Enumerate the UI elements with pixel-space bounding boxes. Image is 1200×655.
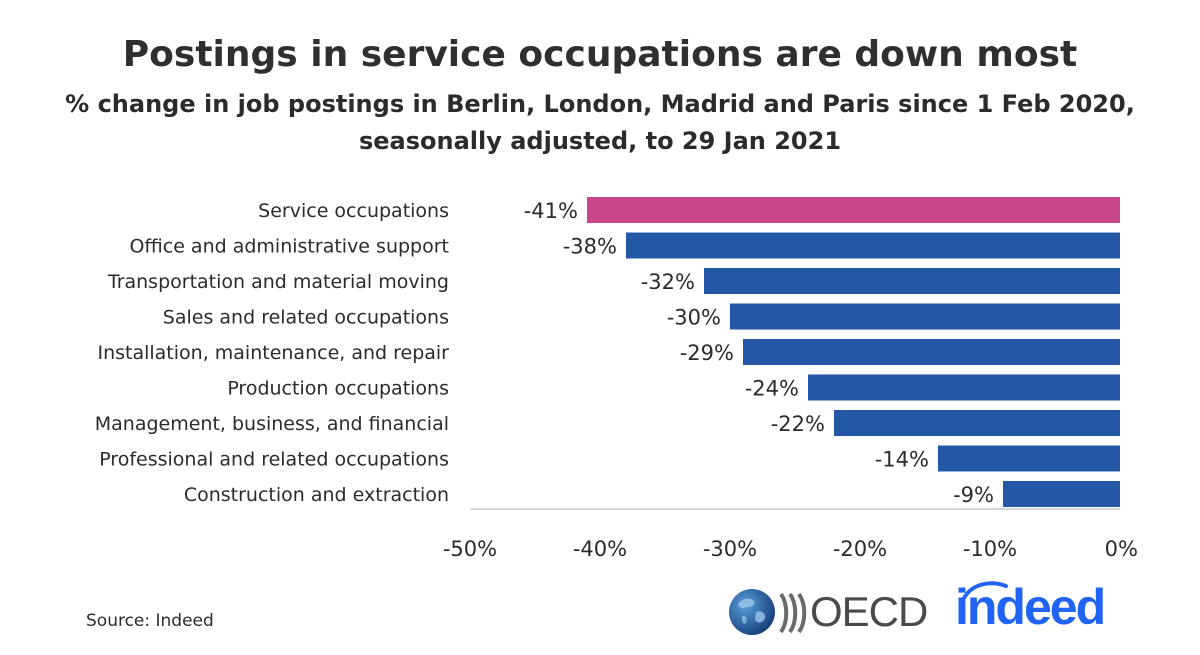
oecd-logo: OECD <box>728 586 933 638</box>
data-label: -38% <box>563 235 617 259</box>
x-tick-label: -50% <box>443 537 497 561</box>
category-label: Service occupations <box>258 200 449 222</box>
oecd-chevron-icon <box>779 592 807 634</box>
source-note: Source: Indeed <box>86 611 214 631</box>
x-tick-label: -20% <box>833 537 887 561</box>
oecd-globe-icon <box>729 589 775 635</box>
data-label: -29% <box>680 341 734 365</box>
bar-chart: Service occupations -41% Office and admini… <box>95 197 1138 561</box>
category-label: Management, business, and financial <box>95 413 449 435</box>
bar <box>834 410 1120 436</box>
bar <box>587 197 1120 223</box>
indeed-logo: indeed <box>955 579 1106 635</box>
x-tick-label: -30% <box>703 537 757 561</box>
chart-subtitle-line-1: % change in job postings in Berlin, Lond… <box>65 90 1135 118</box>
x-tick-label: -10% <box>963 537 1017 561</box>
category-label: Production occupations <box>227 378 449 400</box>
bar <box>730 303 1120 330</box>
bar <box>1003 481 1120 507</box>
x-tick-label: -40% <box>573 537 627 561</box>
data-label: -24% <box>745 377 799 401</box>
data-label: -14% <box>875 448 929 472</box>
bar <box>743 339 1120 365</box>
data-label: -9% <box>953 483 994 507</box>
bar <box>626 232 1120 259</box>
indeed-arc-icon <box>962 581 1008 600</box>
category-label: Sales and related occupations <box>163 307 449 329</box>
category-label: Transportation and material moving <box>107 271 449 293</box>
bar <box>808 374 1120 401</box>
bar <box>704 268 1120 294</box>
oecd-wordmark: OECD <box>810 588 928 635</box>
bar <box>938 445 1120 472</box>
data-label: -22% <box>771 412 825 436</box>
data-label: -41% <box>524 199 578 223</box>
category-label: Construction and extraction <box>184 484 449 506</box>
category-label: Professional and related occupations <box>99 449 449 471</box>
chart-subtitle-line-2: seasonally adjusted, to 29 Jan 2021 <box>358 127 842 155</box>
data-label: -30% <box>667 306 721 330</box>
data-label: -32% <box>641 270 695 294</box>
x-tick-label: 0% <box>1105 537 1138 561</box>
category-label: Installation, maintenance, and repair <box>97 342 449 364</box>
category-label: Office and administrative support <box>129 236 449 258</box>
chart-title: Postings in service occupations are down… <box>122 34 1078 75</box>
